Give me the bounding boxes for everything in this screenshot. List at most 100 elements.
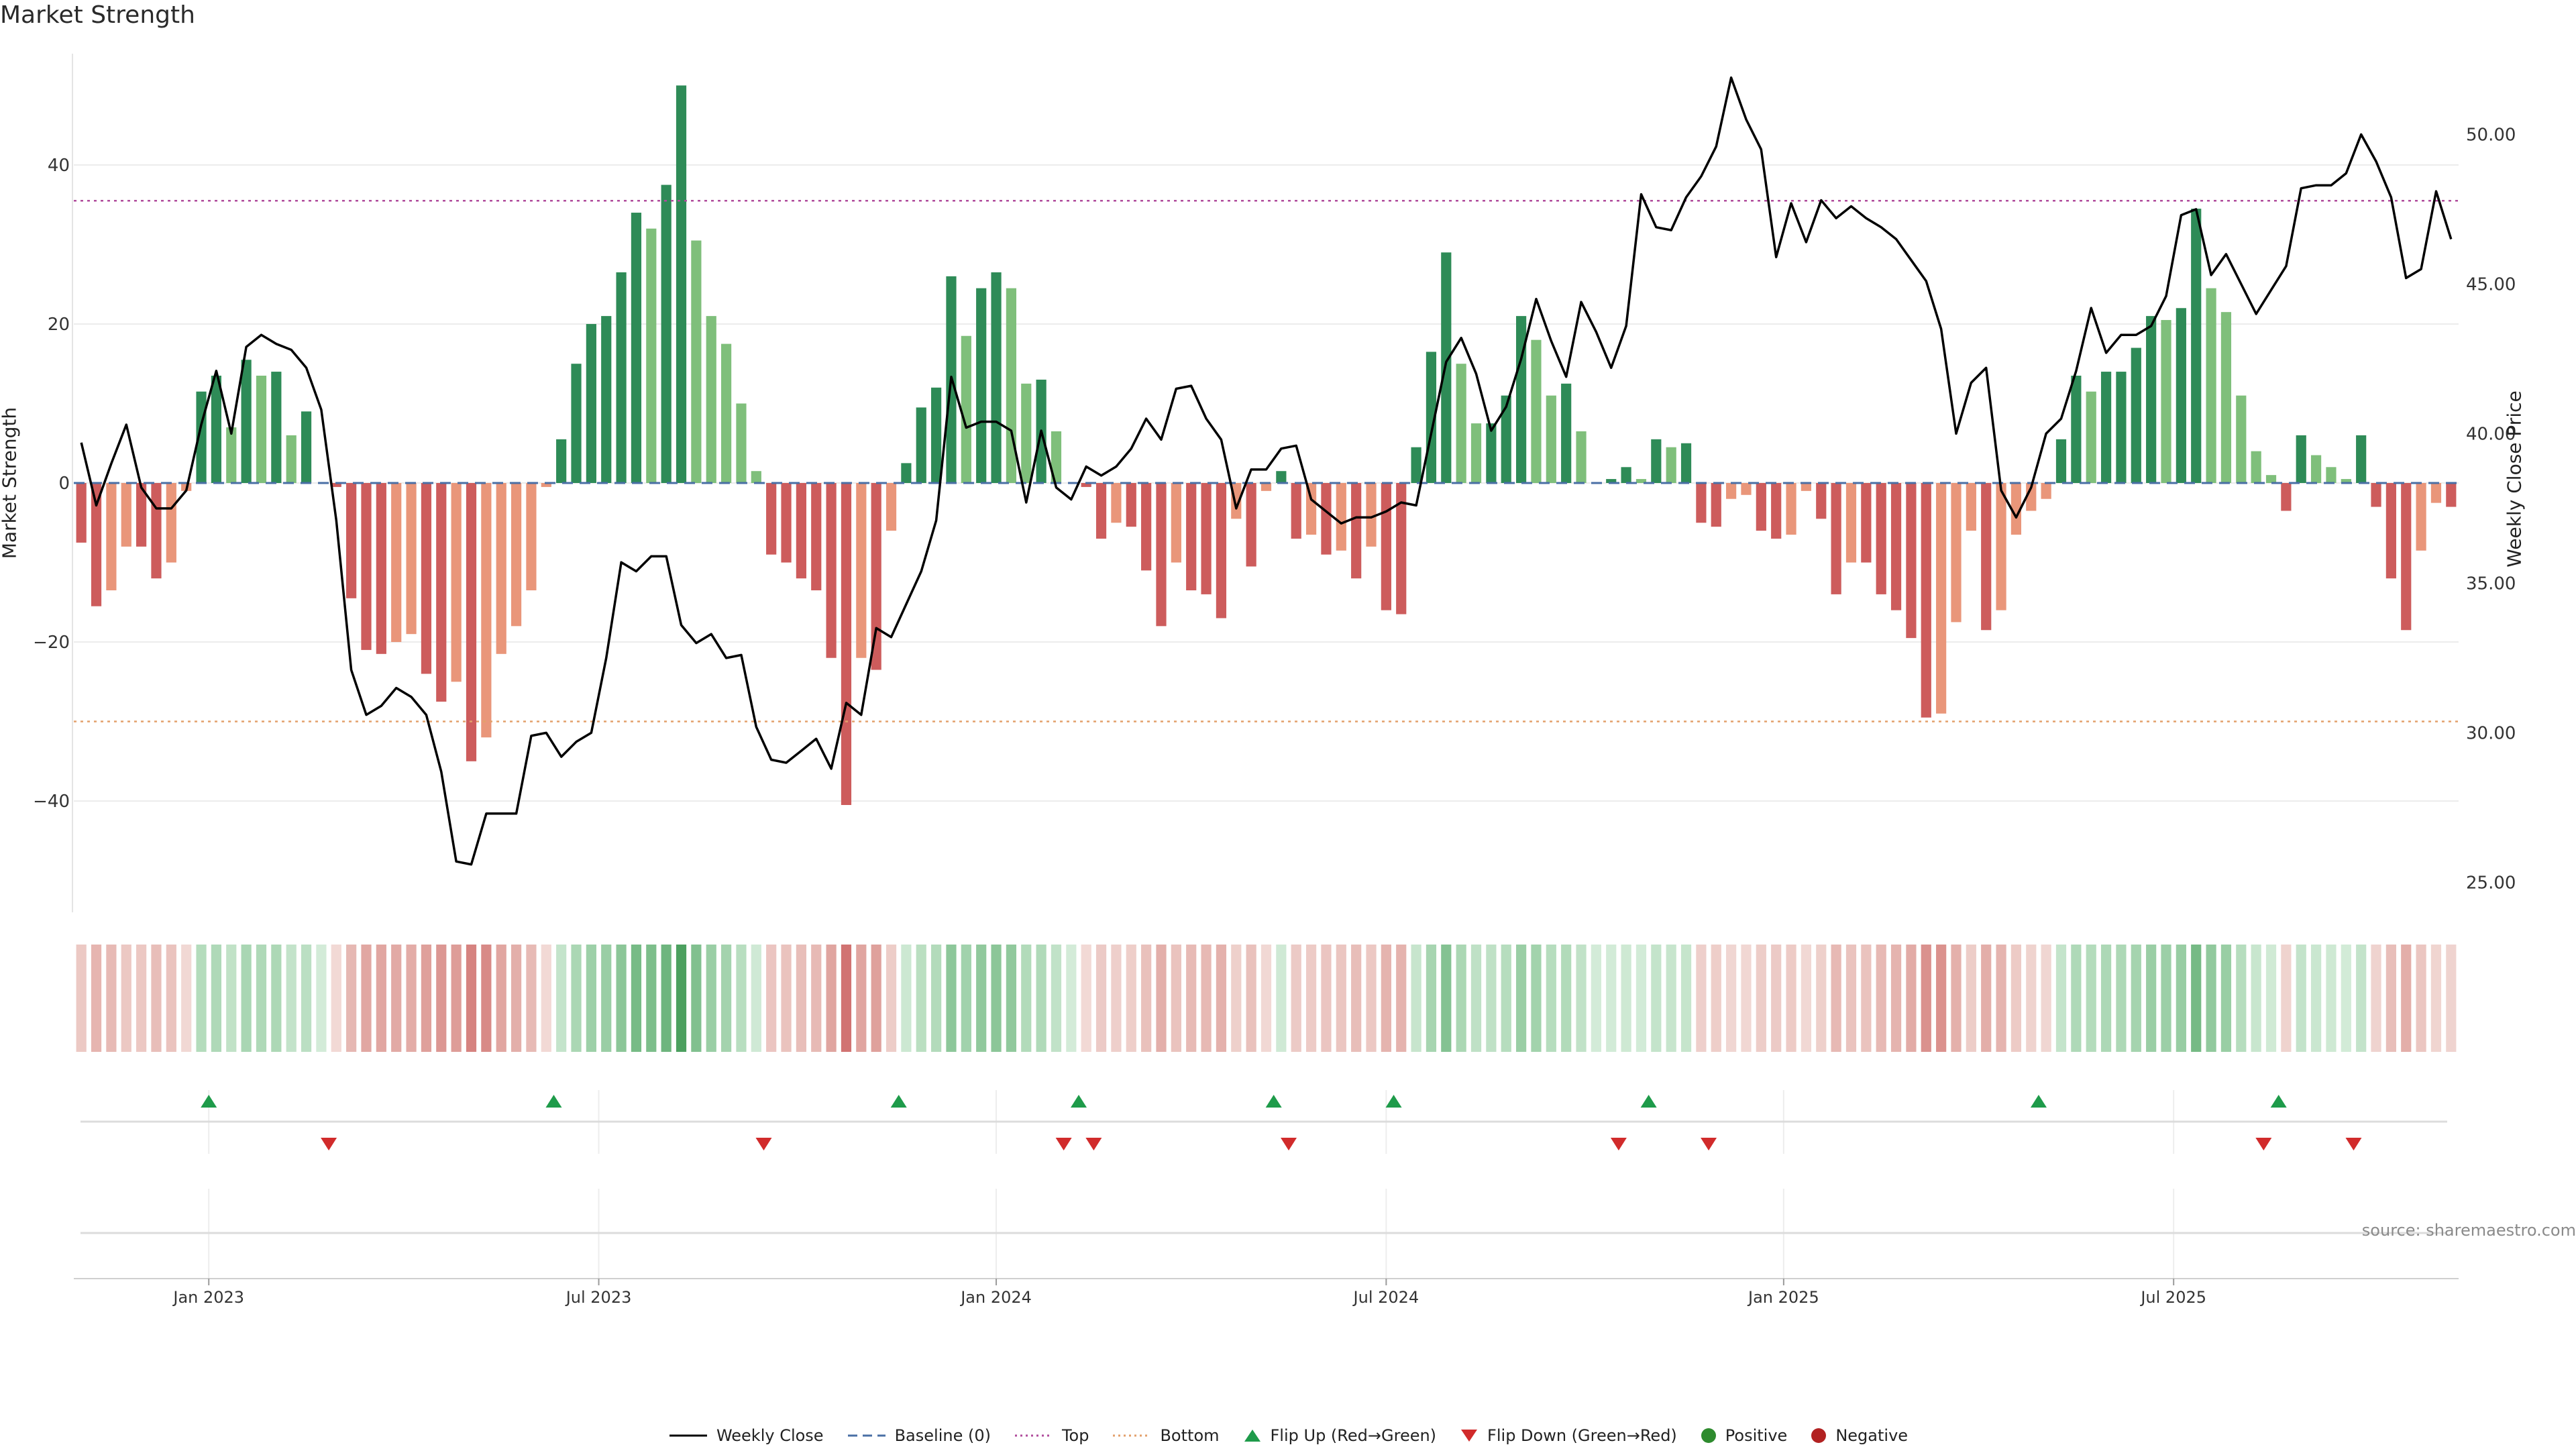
reference-lines bbox=[74, 200, 2459, 722]
x-tick-label: Jan 2024 bbox=[959, 1288, 1032, 1307]
heat-cell bbox=[256, 945, 267, 1052]
heat-cell bbox=[511, 945, 522, 1052]
heat-cell bbox=[406, 945, 417, 1052]
strength-bar bbox=[826, 483, 837, 658]
legend-item-positive: Positive bbox=[1700, 1426, 1787, 1445]
legend-label: Bottom bbox=[1160, 1426, 1220, 1445]
strength-bar bbox=[2265, 475, 2277, 483]
strength-bar bbox=[1726, 483, 1737, 499]
strength-bar bbox=[1741, 483, 1752, 495]
heat-cell bbox=[76, 945, 87, 1052]
heat-cell bbox=[946, 945, 957, 1052]
heat-cell bbox=[1156, 945, 1167, 1052]
strength-bar bbox=[781, 483, 792, 563]
x-tick-label: Jan 2025 bbox=[1747, 1288, 1819, 1307]
heat-cell bbox=[616, 945, 627, 1052]
heat-cell bbox=[2100, 945, 2112, 1052]
heat-cell bbox=[2071, 945, 2082, 1052]
heat-cell bbox=[1921, 945, 1931, 1052]
strength-bar bbox=[1876, 483, 1886, 594]
heat-cell bbox=[2356, 945, 2367, 1052]
heat-cell bbox=[1711, 945, 1721, 1052]
legend-line-solid-icon bbox=[669, 1434, 707, 1437]
heat-cell bbox=[1426, 945, 1437, 1052]
flip-down-marker bbox=[321, 1138, 337, 1150]
strength-bar bbox=[1021, 383, 1032, 483]
strength-bar bbox=[166, 483, 176, 563]
heat-cell bbox=[541, 945, 551, 1052]
flip-down-marker bbox=[1610, 1138, 1627, 1150]
strength-bar bbox=[1936, 483, 1947, 714]
strength-bar bbox=[526, 483, 537, 590]
heat-cell bbox=[1756, 945, 1766, 1052]
strength-bar bbox=[931, 387, 942, 483]
strength-bar bbox=[226, 427, 237, 483]
legend-label: Weekly Close bbox=[716, 1426, 824, 1445]
strength-bar bbox=[1216, 483, 1227, 619]
strength-bar bbox=[121, 483, 131, 547]
heat-cell bbox=[961, 945, 971, 1052]
strength-bar bbox=[1470, 423, 1482, 483]
heat-cell bbox=[796, 945, 806, 1052]
flip-up-marker bbox=[545, 1095, 562, 1108]
flip-up-marker bbox=[1385, 1095, 1402, 1108]
heat-cell bbox=[661, 945, 672, 1052]
heat-cell bbox=[1051, 945, 1062, 1052]
strength-bar bbox=[1276, 471, 1287, 483]
strength-bar bbox=[1321, 483, 1332, 555]
heat-cell bbox=[2161, 945, 2171, 1052]
strength-bar bbox=[2236, 395, 2247, 483]
heat-cell bbox=[1216, 945, 1227, 1052]
heat-cell bbox=[2265, 945, 2277, 1052]
heat-cell bbox=[226, 945, 237, 1052]
heat-cell bbox=[196, 945, 207, 1052]
heat-cell bbox=[1876, 945, 1886, 1052]
heat-cell bbox=[376, 945, 386, 1052]
strength-bar bbox=[1291, 483, 1301, 539]
strength-bar bbox=[361, 483, 372, 650]
x-tick-label: Jan 2023 bbox=[172, 1288, 244, 1307]
heat-cell bbox=[1606, 945, 1617, 1052]
strength-bar bbox=[331, 483, 341, 487]
y2-tick-label: 50.00 bbox=[2466, 125, 2516, 145]
strength-bar bbox=[676, 85, 687, 483]
legend-line-dotted-bottom-icon bbox=[1113, 1434, 1151, 1437]
strength-bar bbox=[91, 483, 102, 606]
heat-cell bbox=[466, 945, 477, 1052]
strength-bar bbox=[1456, 364, 1466, 483]
heat-cell bbox=[2416, 945, 2426, 1052]
heat-cell bbox=[2146, 945, 2157, 1052]
heat-cell bbox=[1276, 945, 1287, 1052]
strength-bar bbox=[1680, 443, 1692, 483]
weekly-close-polyline bbox=[80, 76, 2453, 866]
heat-cell bbox=[2310, 945, 2322, 1052]
strength-bar bbox=[2026, 483, 2037, 511]
strength-bar bbox=[106, 483, 117, 590]
heat-cell bbox=[1186, 945, 1197, 1052]
triangle-up-icon bbox=[1244, 1430, 1260, 1442]
strength-bar bbox=[211, 376, 222, 483]
strength-bar bbox=[1411, 447, 1421, 483]
heat-cell bbox=[1126, 945, 1136, 1052]
heat-cell bbox=[2401, 945, 2412, 1052]
flip-down-marker bbox=[1055, 1138, 1072, 1150]
strength-bar bbox=[1366, 483, 1377, 547]
strength-bar bbox=[571, 364, 582, 483]
strength-bar bbox=[2146, 316, 2157, 483]
heat-cell bbox=[1470, 945, 1482, 1052]
heat-cell bbox=[1696, 945, 1707, 1052]
heat-cell bbox=[1845, 945, 1857, 1052]
legend-item-negative: Negative bbox=[1810, 1426, 1908, 1445]
heat-cell bbox=[316, 945, 327, 1052]
heat-cell bbox=[301, 945, 312, 1052]
strength-bar bbox=[286, 435, 297, 483]
heat-cell bbox=[1786, 945, 1796, 1052]
heat-cell bbox=[1831, 945, 1841, 1052]
y-axis-label: Market Strength bbox=[0, 407, 21, 559]
heat-cell bbox=[2326, 945, 2337, 1052]
strength-bar bbox=[1951, 483, 1962, 623]
strength-bar bbox=[1396, 483, 1407, 614]
heat-cell bbox=[1771, 945, 1782, 1052]
strength-bar bbox=[916, 407, 926, 483]
